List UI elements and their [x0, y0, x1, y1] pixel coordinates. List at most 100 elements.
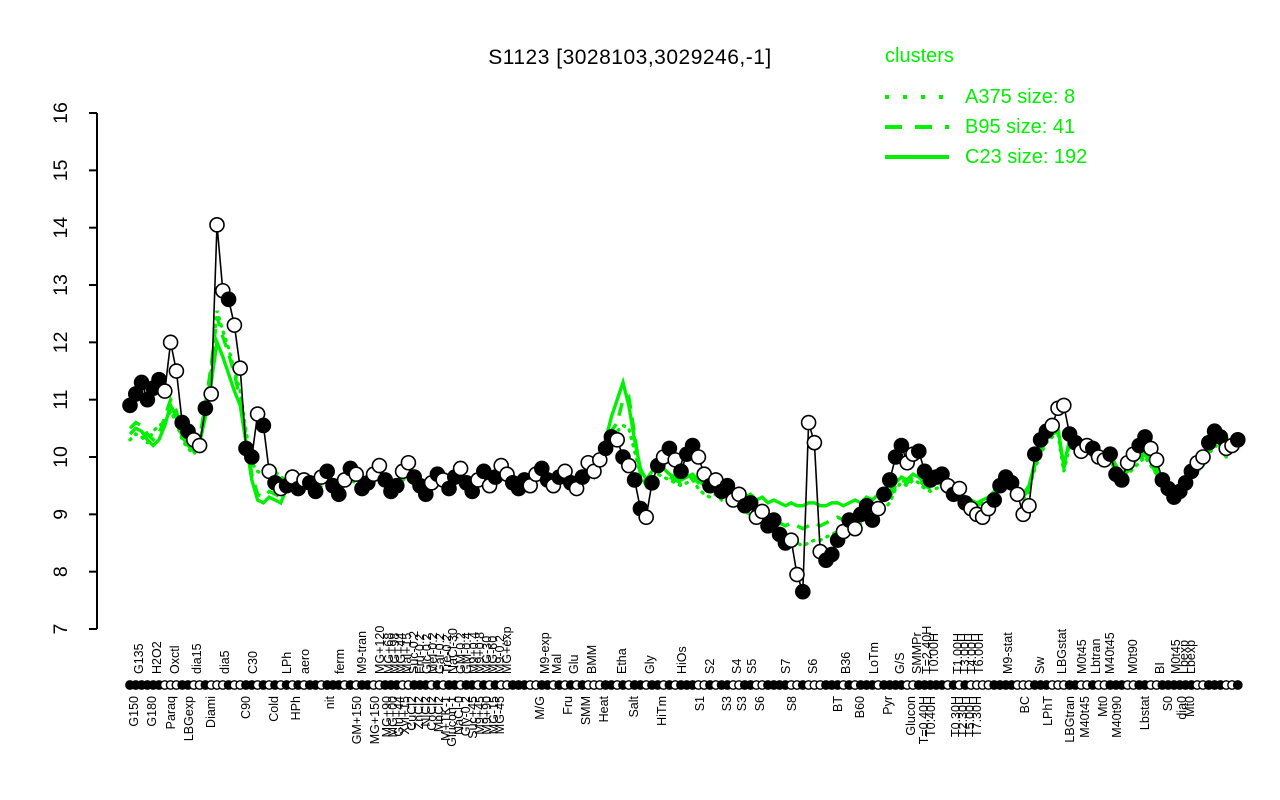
x-tick-label: S7 — [779, 659, 793, 674]
x-tick-label: MG+120 — [373, 626, 387, 674]
x-tick-label: Lbstat — [1138, 695, 1152, 730]
data-point-open — [162, 334, 179, 351]
x-labels-top: G135 H2O2 Oxctl dia15 dia5 C30 LPh aero ferm M9-t… — [132, 626, 1198, 674]
condition-strip — [125, 680, 1243, 690]
x-tick-label: T5.00H — [963, 696, 977, 737]
legend-item-label: B95 size: 41 — [965, 115, 1076, 138]
x-tick-label: M0t45 — [1169, 639, 1183, 674]
series-line-b95 — [128, 316, 1239, 531]
data-point-open — [1044, 417, 1060, 434]
x-tick-label: M9+0.8 — [473, 632, 487, 674]
x-tick-label: Fru — [561, 696, 575, 715]
data-point-open — [789, 566, 805, 583]
x-tick-label: Mt0 — [1096, 696, 1110, 717]
data-point-open — [1021, 497, 1037, 514]
series-line-s1123-profile — [129, 224, 1239, 592]
x-tick-label: M0t45 — [1075, 639, 1089, 674]
data-point-open — [1148, 452, 1165, 468]
data-point-filled — [626, 472, 643, 488]
x-tick-label: MG-60 — [486, 636, 500, 674]
x-tick-label: GM-0.2 — [454, 632, 468, 674]
x-tick-label: Paraq — [164, 696, 178, 729]
x-tick-label: M/G — [533, 696, 547, 720]
x-tick-label: M0t90 — [1126, 639, 1140, 674]
x-tick-label: SMM — [579, 696, 593, 725]
x-tick-label: S5 — [745, 659, 759, 674]
x-tick-label: Etha — [615, 648, 629, 674]
x-tick-label: Lbtran — [1089, 639, 1103, 674]
data-point-open — [452, 460, 469, 477]
x-tick-label: S6 — [806, 659, 820, 674]
x-tick-label: Suc-0.2 — [407, 631, 421, 674]
x-tick-label: LPhT — [1041, 696, 1055, 726]
x-tick-label: M9+90 — [480, 696, 494, 735]
x-tick-label: BT — [831, 696, 845, 712]
legend-item-label: A375 size: 8 — [965, 85, 1076, 108]
x-tick-label: aero — [298, 649, 312, 674]
x-tick-label: HPh — [289, 696, 303, 720]
legend-item-b95: B95 size: 41 — [885, 112, 1185, 142]
data-point-open — [348, 466, 365, 483]
x-tick-label: LBGtran — [1063, 696, 1077, 743]
x-tick-label: T3.00H — [958, 633, 972, 674]
x-tick-label: M9-tran — [355, 631, 369, 674]
data-point-filled — [673, 463, 689, 480]
data-point-filled — [876, 486, 892, 503]
x-tick-label: S6 — [753, 696, 767, 711]
y-axis: 7 8 9 10 11 12 13 14 15 16 — [50, 102, 98, 634]
x-tick-label: Fru-0.2 — [413, 634, 427, 674]
data-point-filled — [388, 477, 405, 494]
data-point-open — [754, 503, 771, 520]
x-tick-label: Diami — [204, 696, 218, 728]
x-tick-label: Mal — [550, 654, 564, 674]
data-point-open — [157, 383, 173, 399]
data-point-filled — [197, 400, 214, 417]
data-point-open — [609, 432, 626, 448]
data-point-open — [951, 480, 968, 497]
x-tick-label: MG-45 — [493, 696, 507, 734]
data-point-open — [1195, 449, 1211, 465]
data-point-filled — [1114, 472, 1130, 488]
y-tick-label: 9 — [50, 509, 72, 520]
x-tick-label: LBGexp — [182, 696, 196, 741]
y-tick-label: 11 — [50, 390, 72, 410]
legend-item-c23: C23 size: 192 — [885, 142, 1185, 172]
x-tick-label: NaCl-0 — [452, 696, 466, 735]
x-tick-label: LBGstat — [1055, 628, 1069, 674]
x-tick-label: Lbexp — [1184, 640, 1198, 674]
x-tick-label: Salt — [627, 695, 641, 717]
x-tick-label: G180 — [145, 696, 159, 727]
x-tick-label: HiTm — [655, 696, 669, 726]
y-tick-label: 8 — [50, 566, 72, 577]
x-tick-label: T7.30H — [970, 696, 984, 737]
data-point-filled — [823, 546, 840, 563]
data-point-filled — [307, 483, 324, 500]
data-point-open — [203, 386, 219, 402]
profile-markers — [122, 217, 1246, 600]
x-tick-label: MnCl2 — [432, 696, 446, 732]
x-tick-label: NaCl-30 — [446, 628, 460, 674]
data-point-open — [209, 217, 225, 233]
x-tick-label: HiOs — [675, 646, 689, 674]
x-tick-label: Gly-0.2 — [459, 696, 473, 736]
y-tick-label: 13 — [50, 274, 72, 296]
x-tick-label: GM-0.4 — [460, 632, 474, 674]
x-tick-label: Cold — [267, 696, 281, 722]
x-tick-label: MG+44 — [394, 633, 408, 674]
x-tick-label: dia15 — [190, 643, 204, 674]
x-tick-label: H2O2 — [150, 641, 164, 674]
x-tick-label: Suc+45 — [466, 696, 480, 739]
data-point-filled — [255, 417, 272, 434]
x-tick-label: SMMPr — [910, 632, 924, 674]
x-tick-label: Sw — [1033, 656, 1047, 674]
x-tick-label: S3 — [735, 696, 749, 711]
x-tick-label: CuCl2 — [405, 696, 419, 731]
data-point-open — [847, 520, 863, 537]
data-point-open — [806, 434, 823, 451]
x-tick-label: Pyr — [881, 696, 895, 715]
strip-marker-filled — [1232, 680, 1243, 690]
x-tick-label: G/S — [893, 652, 907, 674]
data-point-open — [783, 532, 800, 548]
x-tick-label: T2.30H — [956, 696, 970, 737]
x-tick-label: GM+150 — [350, 696, 364, 744]
